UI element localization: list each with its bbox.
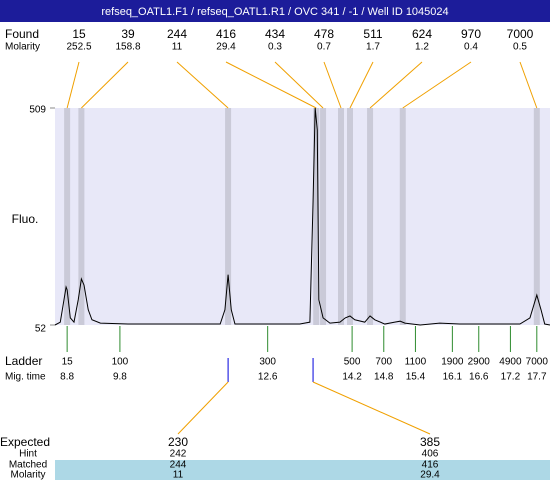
expected-label: Expected: [0, 435, 50, 449]
found-molarity: 252.5: [66, 42, 91, 53]
molarity-label: Molarity: [5, 42, 40, 53]
peak-band: [533, 108, 540, 325]
peak-connector: [225, 61, 317, 109]
expected-molarity-label: Molarity: [10, 470, 45, 480]
title-bar: [0, 0, 550, 22]
found-molarity: 0.7: [317, 42, 331, 53]
peak-connector: [66, 61, 80, 109]
expected-matched: 244: [170, 460, 187, 471]
found-molarity: 11: [172, 42, 183, 53]
ladder-time: 12.6: [258, 372, 278, 383]
mig-time-label: Mig. time: [5, 372, 46, 383]
peak-connector: [81, 61, 129, 109]
expected-molarity: 11: [173, 470, 184, 480]
ladder-time: 17.7: [527, 372, 547, 383]
found-size: 434: [265, 27, 285, 41]
ladder-size: 15: [62, 357, 74, 368]
peak-band: [313, 108, 320, 325]
ladder-time: 14.8: [374, 372, 394, 383]
found-size: 416: [216, 27, 236, 41]
ladder-label: Ladder: [5, 354, 42, 368]
expected-connector: [177, 381, 229, 435]
y-tick-label: 52: [35, 324, 47, 335]
peak-band: [346, 108, 353, 325]
ladder-time: 17.2: [501, 372, 521, 383]
ladder-time: 16.6: [469, 372, 489, 383]
expected-connector: [312, 381, 431, 435]
found-size: 7000: [507, 27, 534, 41]
peak-connector: [176, 61, 229, 109]
peak-band: [399, 108, 406, 325]
ladder-size: 4900: [499, 357, 522, 368]
expected-molarity: 29.4: [420, 470, 440, 480]
found-size: 478: [314, 27, 334, 41]
peak-band: [64, 108, 71, 325]
matched-label: Matched: [9, 460, 47, 471]
found-molarity: 1.7: [366, 42, 380, 53]
matched-band: [55, 460, 550, 480]
ladder-time: 9.8: [113, 372, 127, 383]
found-size: 511: [363, 27, 382, 41]
ladder-size: 1100: [405, 357, 427, 368]
peak-band: [320, 108, 327, 325]
expected-size: 385: [420, 435, 440, 449]
peak-connector: [519, 61, 538, 109]
y-tick-label: 509: [29, 105, 46, 116]
plot-area: [55, 108, 550, 325]
peak-band: [78, 108, 85, 325]
found-molarity: 0.3: [268, 42, 282, 53]
peak-connector: [349, 61, 374, 109]
ladder-size: 300: [259, 357, 276, 368]
expected-hint: 406: [422, 449, 439, 460]
ladder-size: 500: [344, 357, 361, 368]
ladder-size: 1900: [441, 357, 464, 368]
expected-size: 230: [168, 435, 188, 449]
ladder-size: 7000: [526, 357, 549, 368]
title: refseq_OATL1.F1 / refseq_OATL1.R1 / OVC …: [101, 6, 448, 18]
ladder-time: 8.8: [60, 372, 74, 383]
peak-band: [338, 108, 345, 325]
found-molarity: 0.5: [513, 42, 527, 53]
found-size: 15: [72, 27, 86, 41]
peak-connector: [402, 61, 472, 109]
ladder-size: 2900: [468, 357, 491, 368]
y-label: Fluo.: [12, 212, 39, 226]
found-size: 39: [121, 27, 135, 41]
peak-connector: [274, 61, 324, 109]
trace: [54, 107, 550, 326]
found-label: Found: [5, 27, 39, 41]
found-molarity: 158.8: [115, 42, 140, 53]
found-size: 624: [412, 27, 432, 41]
ladder-size: 700: [375, 357, 392, 368]
expected-hint: 242: [170, 449, 187, 460]
found-molarity: 0.4: [464, 42, 478, 53]
peak-band: [225, 108, 232, 325]
ladder-size: 100: [112, 357, 129, 368]
found-size: 244: [167, 27, 187, 41]
found-size: 970: [461, 27, 481, 41]
ladder-time: 16.1: [443, 372, 463, 383]
ladder-time: 15.4: [406, 372, 426, 383]
expected-matched: 416: [422, 460, 439, 471]
peak-connector: [369, 61, 423, 109]
peak-band: [367, 108, 374, 325]
ladder-time: 14.2: [342, 372, 362, 383]
peak-connector: [323, 61, 342, 109]
found-molarity: 29.4: [216, 42, 236, 53]
hint-label: Hint: [19, 449, 37, 460]
found-molarity: 1.2: [415, 42, 429, 53]
